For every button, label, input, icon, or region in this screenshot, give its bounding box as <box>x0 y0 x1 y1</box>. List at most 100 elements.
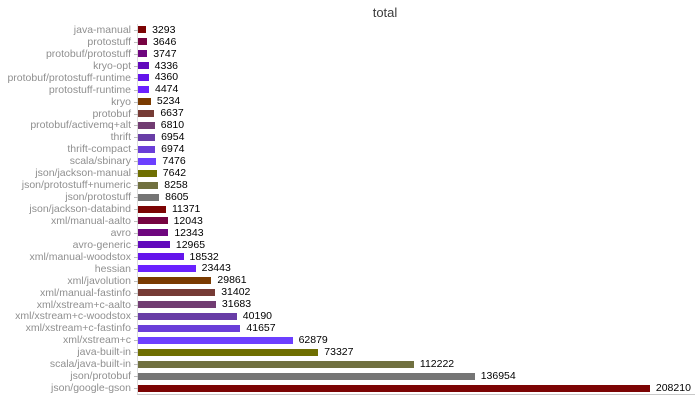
category-label: protostuff-runtime <box>48 83 131 96</box>
value-label: 3646 <box>152 35 177 48</box>
bar-row: xml/xstream+c-woodstox 40190 <box>15 311 695 323</box>
y-tick-mark <box>134 220 138 222</box>
y-tick-mark <box>134 41 138 43</box>
bar-row: json/jackson-manual 7642 <box>35 166 695 179</box>
bar-row: json/protostuff 8605 <box>65 190 695 203</box>
bar-row: xml/xstream+c-aalto 31683 <box>37 299 695 311</box>
bar <box>138 205 166 213</box>
bar-row: protobuf/protostuff 3747 <box>46 47 695 60</box>
value-label: 18532 <box>189 250 219 263</box>
category-label: xml/manual-aalto <box>51 214 131 227</box>
value-label: 6637 <box>160 107 184 120</box>
y-tick-mark <box>134 137 138 139</box>
bar-row: scala/java-built-in 112222 <box>50 357 695 370</box>
y-tick-mark <box>134 280 138 282</box>
value-label: 5234 <box>156 95 181 108</box>
bar <box>138 372 475 380</box>
bar <box>138 98 151 106</box>
value-label: 73327 <box>324 346 354 359</box>
category-label: avro <box>110 226 131 239</box>
bar-row: xml/javolution 29861 <box>67 274 695 287</box>
y-tick-mark <box>134 173 138 175</box>
bar-row: xml/xstream+c 62879 <box>63 334 695 346</box>
bar <box>138 241 170 249</box>
y-tick-mark <box>134 232 138 234</box>
bar <box>138 74 149 82</box>
bar <box>138 312 237 320</box>
value-label: 6954 <box>161 131 185 144</box>
value-label: 6974 <box>161 143 185 156</box>
y-tick-mark <box>134 197 138 199</box>
y-tick-mark <box>134 29 138 31</box>
bar-row: json/protostuff+numeric 8258 <box>22 179 695 191</box>
bar-row: kryo-opt 4336 <box>93 59 695 72</box>
y-tick-mark <box>134 113 138 115</box>
value-label: 4474 <box>154 83 179 96</box>
category-label: json/google-gson <box>51 381 131 394</box>
bar <box>138 360 414 368</box>
value-label: 12343 <box>174 226 204 239</box>
bar <box>138 301 216 309</box>
value-label: 41657 <box>246 322 276 335</box>
category-label: kryo <box>111 95 131 108</box>
y-tick-mark <box>134 125 138 127</box>
bar <box>138 253 184 261</box>
category-label: scala/java-built-in <box>49 357 131 370</box>
category-label: protostuff <box>87 35 131 48</box>
category-label: thrift <box>110 131 131 144</box>
value-label: 7642 <box>162 166 187 179</box>
value-label: 208210 <box>655 381 691 394</box>
bar <box>138 110 155 118</box>
bar <box>138 217 168 225</box>
category-label: xml/manual-fastinfo <box>39 286 131 299</box>
category-label: protobuf <box>92 107 131 120</box>
y-tick-mark <box>134 352 138 354</box>
category-label: hessian <box>94 262 131 275</box>
bar <box>138 38 147 46</box>
bar-row: thrift-compact 6974 <box>67 143 695 156</box>
bar <box>138 348 319 356</box>
category-label: protobuf/protostuff <box>45 47 131 60</box>
bar <box>138 121 155 129</box>
y-tick-mark <box>134 161 138 163</box>
bar-row: avro-generic 12965 <box>73 239 695 251</box>
category-label: scala/sbinary <box>69 155 131 168</box>
y-tick-mark <box>134 209 138 211</box>
value-label: 12043 <box>173 214 203 227</box>
bar-row: xml/manual-aalto 12043 <box>51 214 695 227</box>
category-label: xml/xstream+c <box>63 334 131 347</box>
bar <box>138 86 149 94</box>
y-tick-mark <box>134 376 138 378</box>
y-tick-mark <box>134 340 138 342</box>
y-tick-mark <box>134 316 138 318</box>
value-label: 112222 <box>419 357 455 370</box>
bar-row: xml/xstream+c-fastinfo 41657 <box>26 322 695 335</box>
category-label: json/protobuf <box>70 369 131 382</box>
value-label: 23443 <box>201 262 231 275</box>
value-label: 3747 <box>153 47 177 60</box>
bar <box>138 169 157 177</box>
y-tick-mark <box>134 77 138 79</box>
value-label: 29861 <box>217 274 247 287</box>
bar-row: scala/sbinary 7476 <box>70 155 695 167</box>
bar-row: kryo 5234 <box>111 95 695 108</box>
bar <box>138 193 160 201</box>
bar <box>138 229 169 237</box>
bar-row: protostuff-runtime 4474 <box>49 83 695 96</box>
bar-row: hessian 23443 <box>95 262 695 275</box>
y-tick-mark <box>134 53 138 55</box>
value-label: 4360 <box>154 71 179 84</box>
value-label: 8605 <box>165 190 189 203</box>
category-label: protobuf/protostuff-runtime <box>7 71 131 84</box>
value-label: 3293 <box>152 23 176 36</box>
bar-row: xml/manual-woodstox 18532 <box>29 250 695 263</box>
value-label: 4336 <box>154 59 179 72</box>
chart-title: total <box>372 5 398 20</box>
value-label: 11371 <box>171 202 201 215</box>
y-tick-mark <box>134 364 138 366</box>
category-label: json/protostuff+numeric <box>21 178 131 191</box>
y-tick-mark <box>134 256 138 258</box>
category-label: json/jackson-manual <box>35 166 131 179</box>
value-label: 136954 <box>480 369 516 382</box>
bar <box>138 265 196 273</box>
